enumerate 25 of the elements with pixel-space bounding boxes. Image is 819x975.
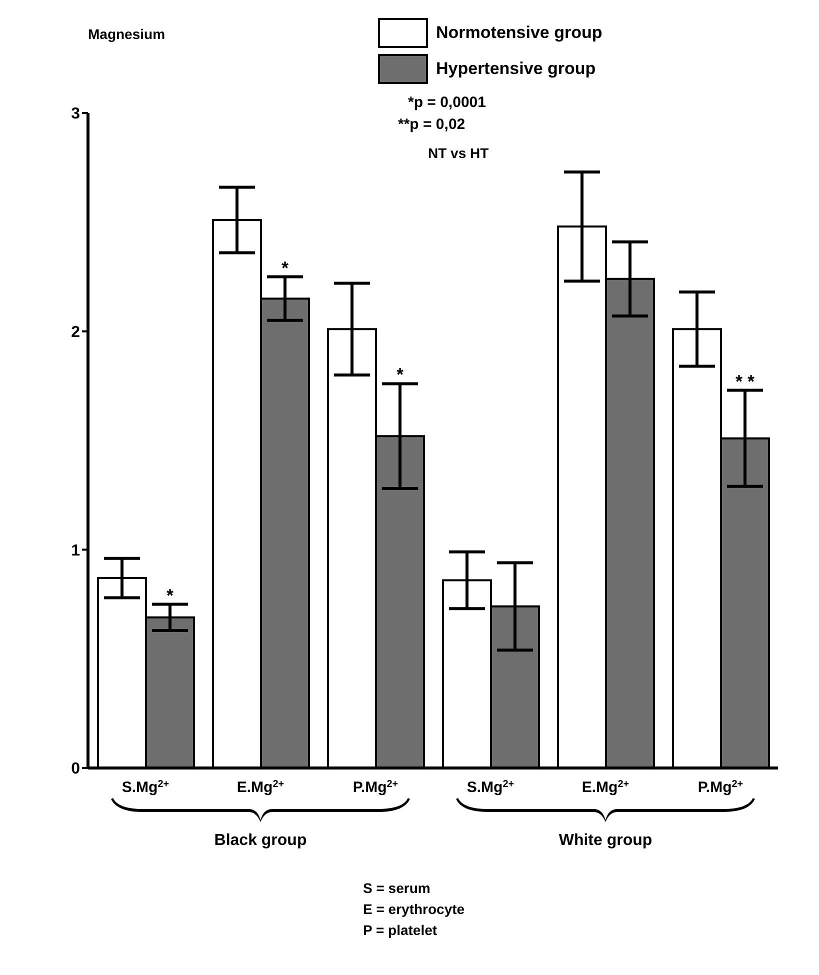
y-tick-label: 3 bbox=[71, 106, 80, 123]
annotation: **p = 0,02 bbox=[398, 115, 466, 135]
y-axis-title: Magnesium bbox=[88, 26, 166, 42]
y-tick-label: 1 bbox=[71, 542, 80, 560]
data-label: * bbox=[166, 585, 174, 606]
y-tick-label: 0 bbox=[71, 760, 80, 778]
x-tick-label: E.Mg$^{2+}$ bbox=[236, 778, 284, 796]
text: E = erythrocyte bbox=[363, 900, 465, 919]
x-tick-label: E.Mg$^{2+}$ bbox=[582, 778, 630, 796]
annotation: NT vs HT bbox=[427, 144, 489, 163]
y-tick-label: 2 bbox=[71, 324, 80, 342]
x-tick-label: P.Mg$^{2+}$ bbox=[698, 778, 744, 796]
x-tick-label: P.Mg$^{2+}$ bbox=[352, 778, 398, 796]
text: *p = 0,0001 bbox=[407, 93, 487, 113]
data-label: * bbox=[396, 364, 404, 385]
legend-label: Normotensive group bbox=[436, 23, 602, 43]
text: Black group bbox=[213, 832, 308, 850]
text: P = platelet bbox=[363, 921, 438, 940]
data-label: * bbox=[281, 258, 289, 278]
legend-label: Hypertensive group bbox=[436, 59, 596, 79]
text: White group bbox=[558, 832, 654, 850]
text: S = serum bbox=[363, 879, 432, 898]
x-tick-label: S.Mg$^{2+}$ bbox=[466, 778, 514, 796]
x-tick-label: S.Mg$^{2+}$ bbox=[122, 778, 170, 796]
data-label: * * bbox=[735, 371, 755, 392]
